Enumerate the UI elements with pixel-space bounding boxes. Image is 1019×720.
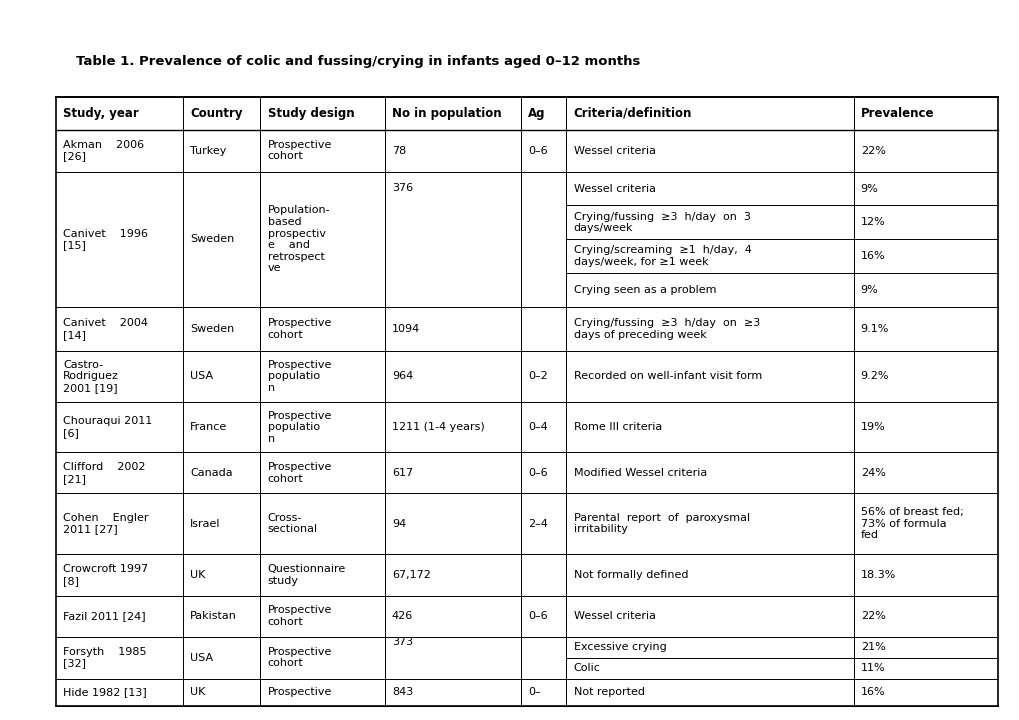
Text: No in population: No in population xyxy=(391,107,501,120)
Text: Prospective
cohort: Prospective cohort xyxy=(267,462,331,484)
Text: Cohen    Engler
2011 [27]: Cohen Engler 2011 [27] xyxy=(63,513,149,534)
Text: Rome III criteria: Rome III criteria xyxy=(573,422,661,432)
Text: 0–6: 0–6 xyxy=(528,611,547,621)
Text: 373: 373 xyxy=(391,636,413,647)
Text: UK: UK xyxy=(191,687,206,697)
Text: Wessel criteria: Wessel criteria xyxy=(573,611,655,621)
Text: 0–6: 0–6 xyxy=(528,468,547,478)
Text: 9%: 9% xyxy=(860,285,877,295)
Text: Prospective: Prospective xyxy=(267,687,331,697)
Text: UK: UK xyxy=(191,570,206,580)
Text: 94: 94 xyxy=(391,518,406,528)
Text: Sweden: Sweden xyxy=(191,234,234,244)
Text: 16%: 16% xyxy=(860,687,884,697)
Text: Israel: Israel xyxy=(191,518,221,528)
Text: Canivet    1996
[15]: Canivet 1996 [15] xyxy=(63,228,148,250)
Text: Study, year: Study, year xyxy=(63,107,139,120)
Text: 2–4: 2–4 xyxy=(528,518,547,528)
Text: 426: 426 xyxy=(391,611,413,621)
Text: Parental  report  of  paroxysmal
irritability: Parental report of paroxysmal irritabili… xyxy=(573,513,749,534)
Text: Canivet    2004
[14]: Canivet 2004 [14] xyxy=(63,318,148,340)
Text: Colic: Colic xyxy=(573,663,600,673)
Text: 9%: 9% xyxy=(860,184,877,194)
Text: 0–4: 0–4 xyxy=(528,422,547,432)
Text: 18.3%: 18.3% xyxy=(860,570,895,580)
Text: Clifford    2002
[21]: Clifford 2002 [21] xyxy=(63,462,146,484)
Text: Prospective
cohort: Prospective cohort xyxy=(267,647,331,668)
Text: Forsyth    1985
[32]: Forsyth 1985 [32] xyxy=(63,647,147,668)
Text: 11%: 11% xyxy=(860,663,884,673)
Text: 9.2%: 9.2% xyxy=(860,372,889,382)
Text: 22%: 22% xyxy=(860,611,884,621)
Text: 21%: 21% xyxy=(860,642,884,652)
Text: Recorded on well-infant visit form: Recorded on well-infant visit form xyxy=(573,372,761,382)
Text: Not formally defined: Not formally defined xyxy=(573,570,688,580)
Text: Canada: Canada xyxy=(191,468,232,478)
Text: Prospective
populatio
n: Prospective populatio n xyxy=(267,360,331,393)
Text: Castro-
Rodriguez
2001 [19]: Castro- Rodriguez 2001 [19] xyxy=(63,360,119,393)
Text: Modified Wessel criteria: Modified Wessel criteria xyxy=(573,468,706,478)
Text: 16%: 16% xyxy=(860,251,884,261)
Text: Questionnaire
study: Questionnaire study xyxy=(267,564,345,586)
Text: 78: 78 xyxy=(391,145,406,156)
Text: Prospective
cohort: Prospective cohort xyxy=(267,140,331,161)
Text: Crying/fussing  ≥3  h/day  on  ≥3
days of preceding week: Crying/fussing ≥3 h/day on ≥3 days of pr… xyxy=(573,318,759,340)
Text: Study design: Study design xyxy=(267,107,354,120)
Text: Pakistan: Pakistan xyxy=(191,611,237,621)
Text: Crowcroft 1997
[8]: Crowcroft 1997 [8] xyxy=(63,564,149,586)
Text: Akman    2006
[26]: Akman 2006 [26] xyxy=(63,140,145,161)
Text: 843: 843 xyxy=(391,687,413,697)
Text: Excessive crying: Excessive crying xyxy=(573,642,665,652)
Text: USA: USA xyxy=(191,652,213,662)
Text: 9.1%: 9.1% xyxy=(860,324,889,334)
Text: Chouraqui 2011
[6]: Chouraqui 2011 [6] xyxy=(63,416,153,438)
Text: Wessel criteria: Wessel criteria xyxy=(573,184,655,194)
Text: Criteria/definition: Criteria/definition xyxy=(573,107,691,120)
Text: Prospective
cohort: Prospective cohort xyxy=(267,606,331,627)
Text: 376: 376 xyxy=(391,183,413,193)
Text: Crying seen as a problem: Crying seen as a problem xyxy=(573,285,715,295)
Text: 964: 964 xyxy=(391,372,413,382)
Text: Turkey: Turkey xyxy=(191,145,226,156)
Text: Cross-
sectional: Cross- sectional xyxy=(267,513,317,534)
Text: 0–6: 0–6 xyxy=(528,145,547,156)
Text: 22%: 22% xyxy=(860,145,884,156)
Text: 24%: 24% xyxy=(860,468,884,478)
Text: Fazil 2011 [24]: Fazil 2011 [24] xyxy=(63,611,146,621)
Text: 1094: 1094 xyxy=(391,324,420,334)
Text: Prospective
populatio
n: Prospective populatio n xyxy=(267,410,331,444)
Text: 617: 617 xyxy=(391,468,413,478)
Text: Table 1. Prevalence of colic and fussing/crying in infants aged 0–12 months: Table 1. Prevalence of colic and fussing… xyxy=(76,55,640,68)
Text: 1211 (1-4 years): 1211 (1-4 years) xyxy=(391,422,484,432)
Text: 19%: 19% xyxy=(860,422,884,432)
Text: 0–: 0– xyxy=(528,687,540,697)
Text: Population-
based
prospectiv
e    and
retrospect
ve: Population- based prospectiv e and retro… xyxy=(267,205,330,274)
Text: 0–2: 0–2 xyxy=(528,372,547,382)
Text: Crying/screaming  ≥1  h/day,  4
days/week, for ≥1 week: Crying/screaming ≥1 h/day, 4 days/week, … xyxy=(573,246,751,267)
Text: Not reported: Not reported xyxy=(573,687,644,697)
Text: France: France xyxy=(191,422,227,432)
Text: Wessel criteria: Wessel criteria xyxy=(573,145,655,156)
Text: 67,172: 67,172 xyxy=(391,570,430,580)
Text: Crying/fussing  ≥3  h/day  on  3
days/week: Crying/fussing ≥3 h/day on 3 days/week xyxy=(573,212,750,233)
Text: Prevalence: Prevalence xyxy=(860,107,933,120)
Text: Country: Country xyxy=(191,107,243,120)
Text: Prospective
cohort: Prospective cohort xyxy=(267,318,331,340)
Text: 56% of breast fed;
73% of formula
fed: 56% of breast fed; 73% of formula fed xyxy=(860,507,963,540)
Text: USA: USA xyxy=(191,372,213,382)
Text: 12%: 12% xyxy=(860,217,884,228)
Text: Ag: Ag xyxy=(528,107,545,120)
Text: Hide 1982 [13]: Hide 1982 [13] xyxy=(63,687,147,697)
Text: Sweden: Sweden xyxy=(191,324,234,334)
